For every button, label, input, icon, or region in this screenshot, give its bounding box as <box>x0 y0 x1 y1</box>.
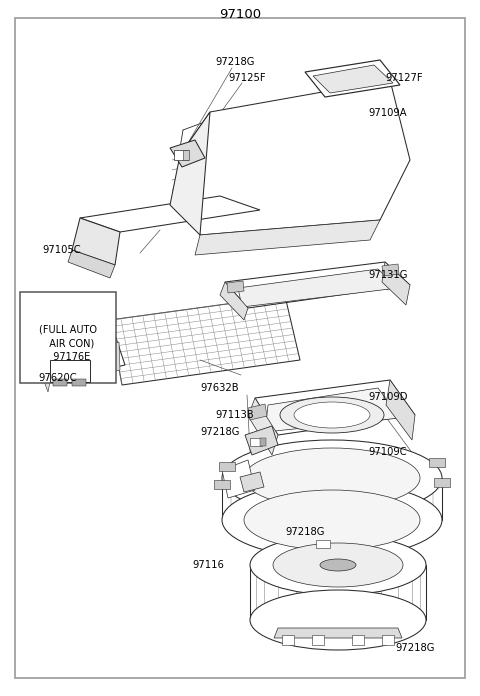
Polygon shape <box>50 342 66 374</box>
Polygon shape <box>80 196 260 232</box>
Bar <box>214 480 230 489</box>
Text: 97105C: 97105C <box>42 245 81 255</box>
Polygon shape <box>227 281 244 293</box>
Polygon shape <box>72 218 120 265</box>
Ellipse shape <box>273 543 403 587</box>
Bar <box>250 438 262 446</box>
Ellipse shape <box>294 402 370 428</box>
Polygon shape <box>274 628 402 638</box>
Text: 97218G: 97218G <box>200 427 240 437</box>
Polygon shape <box>104 342 120 374</box>
Text: 97125F: 97125F <box>228 73 265 83</box>
Text: 97116: 97116 <box>192 560 224 570</box>
Polygon shape <box>110 296 300 385</box>
Polygon shape <box>240 472 264 492</box>
Bar <box>20 292 116 383</box>
Bar <box>219 461 235 470</box>
Text: (FULL AUTO
  AIR CON)
  97176E: (FULL AUTO AIR CON) 97176E <box>39 324 97 363</box>
Polygon shape <box>238 269 398 307</box>
Polygon shape <box>50 361 90 382</box>
Text: 97127F: 97127F <box>385 73 422 83</box>
Ellipse shape <box>244 490 420 550</box>
Text: 97100: 97100 <box>219 8 261 20</box>
Polygon shape <box>382 262 410 305</box>
Text: 97218G: 97218G <box>285 527 324 537</box>
Polygon shape <box>248 404 267 420</box>
Polygon shape <box>170 140 205 167</box>
Polygon shape <box>382 264 399 276</box>
Ellipse shape <box>250 590 426 650</box>
Text: 97109D: 97109D <box>368 392 408 402</box>
Polygon shape <box>245 426 278 455</box>
Text: 97632B: 97632B <box>200 383 239 393</box>
Text: 97218G: 97218G <box>395 643 434 653</box>
Text: 97113B: 97113B <box>215 410 253 420</box>
Bar <box>312 635 324 645</box>
Text: 97109C: 97109C <box>368 447 407 457</box>
Polygon shape <box>36 350 50 392</box>
Text: 97109A: 97109A <box>368 108 407 118</box>
Polygon shape <box>305 60 400 97</box>
Ellipse shape <box>244 448 420 508</box>
Bar <box>434 477 450 487</box>
Text: 97620C: 97620C <box>38 373 77 383</box>
Bar <box>282 635 294 645</box>
Bar <box>352 635 364 645</box>
Bar <box>174 150 188 160</box>
Polygon shape <box>313 65 393 93</box>
Polygon shape <box>68 250 115 278</box>
Polygon shape <box>386 380 415 440</box>
Bar <box>382 635 394 645</box>
Polygon shape <box>225 262 410 308</box>
Polygon shape <box>248 398 278 455</box>
Bar <box>183 150 189 160</box>
Polygon shape <box>255 380 415 435</box>
Ellipse shape <box>222 440 442 516</box>
Polygon shape <box>86 342 102 374</box>
Bar <box>429 458 445 466</box>
Polygon shape <box>220 282 248 320</box>
Polygon shape <box>195 220 380 255</box>
Bar <box>316 540 330 548</box>
Polygon shape <box>180 80 410 235</box>
Bar <box>72 379 86 386</box>
Polygon shape <box>170 112 210 235</box>
Ellipse shape <box>222 482 442 558</box>
Bar <box>260 438 266 446</box>
Ellipse shape <box>250 535 426 595</box>
Polygon shape <box>222 460 255 498</box>
Ellipse shape <box>320 559 356 571</box>
Text: 97218G: 97218G <box>215 57 254 67</box>
Bar <box>53 379 67 386</box>
Ellipse shape <box>280 397 384 433</box>
Polygon shape <box>68 342 84 374</box>
Polygon shape <box>265 388 400 432</box>
Text: 97131G: 97131G <box>368 270 408 280</box>
Polygon shape <box>40 335 125 382</box>
